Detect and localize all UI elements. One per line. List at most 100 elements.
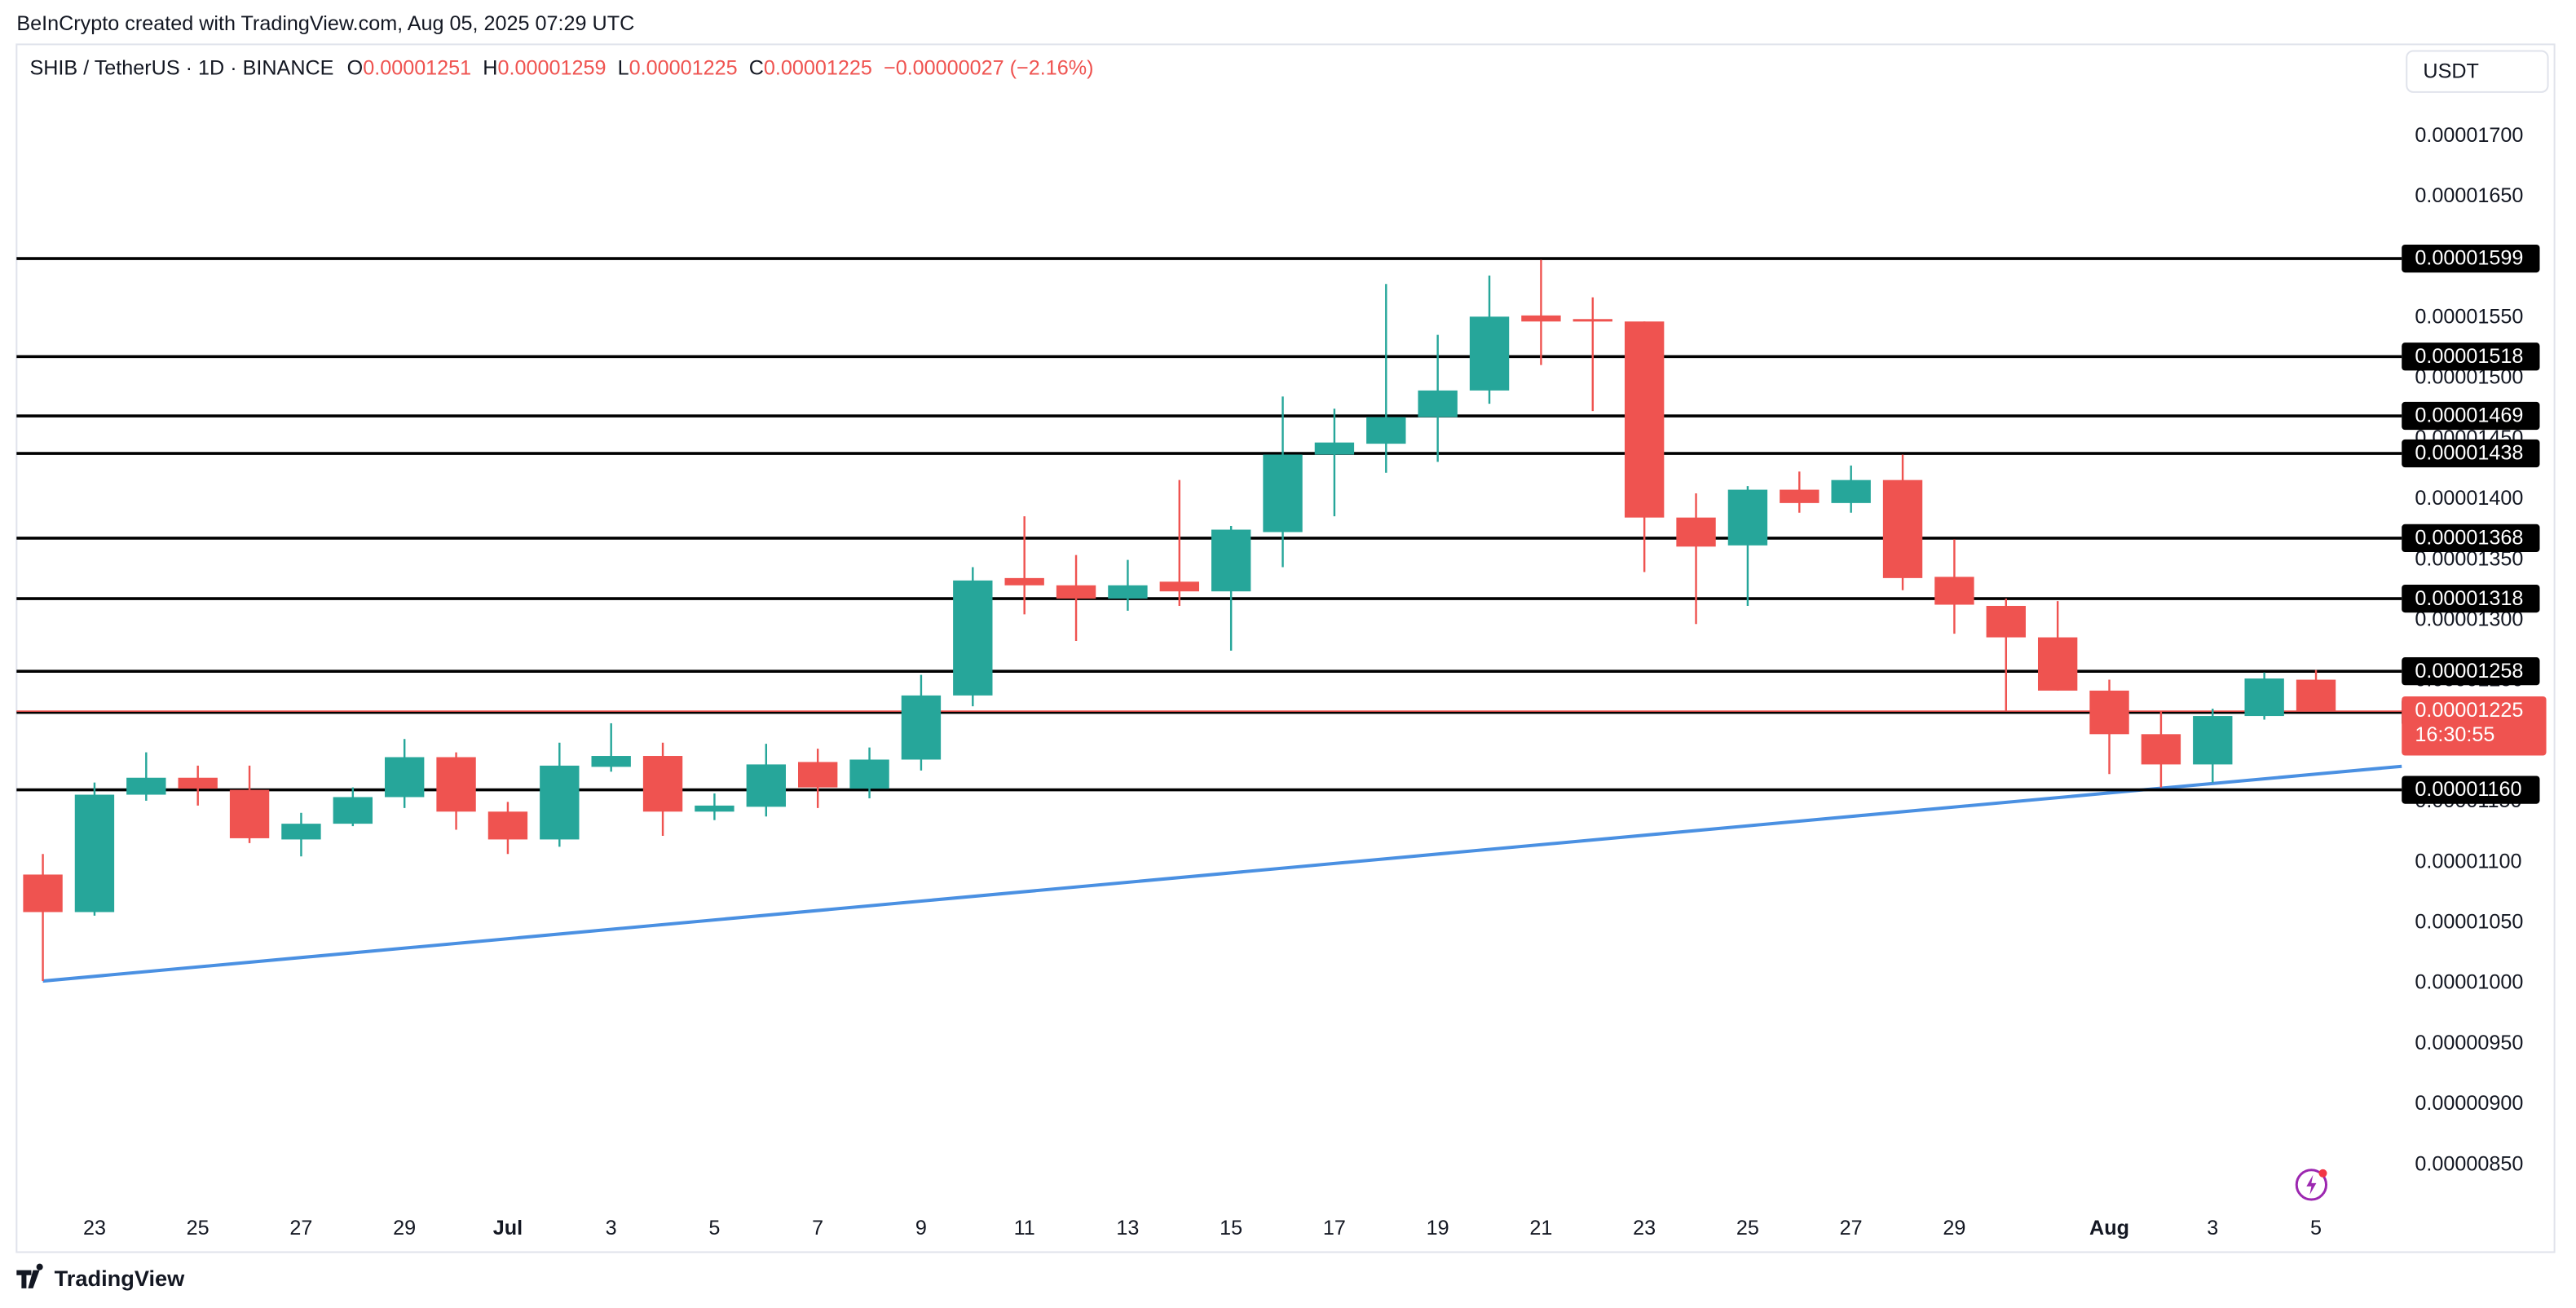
candle-body xyxy=(1934,577,1974,605)
level-label: 0.00001518 xyxy=(2415,345,2523,368)
y-tick-label: 0.00000900 xyxy=(2415,1092,2523,1115)
level-label: 0.00001438 xyxy=(2415,442,2523,465)
candle-body xyxy=(281,824,321,840)
change: −0.00000027 (−2.16%) xyxy=(884,56,1094,79)
candle-body xyxy=(1676,517,1716,547)
candle-body xyxy=(1831,479,1871,503)
candle-body xyxy=(74,794,115,913)
watermark: BeInCrypto created with TradingView.com,… xyxy=(16,12,634,35)
level-label-box xyxy=(2402,401,2540,431)
footer-brand: TradingView xyxy=(55,1266,185,1291)
currency-button[interactable] xyxy=(2406,50,2549,93)
candle-body xyxy=(695,805,734,812)
x-tick-label: 27 xyxy=(1840,1217,1863,1240)
logo-mark xyxy=(16,1263,43,1288)
candle-body xyxy=(2244,678,2284,717)
level-label: 0.00001160 xyxy=(2415,778,2521,801)
candle-body xyxy=(1624,321,1665,518)
candle-body xyxy=(178,777,218,789)
currency-label[interactable]: USDT xyxy=(2423,60,2479,82)
candle-body xyxy=(23,874,63,913)
candle-body xyxy=(487,811,528,840)
candle-body xyxy=(1418,390,1458,418)
candle-body xyxy=(591,756,631,767)
candle-body xyxy=(436,757,476,812)
level-label: 0.00001599 xyxy=(2415,247,2523,270)
x-tick-label: 5 xyxy=(708,1217,720,1240)
candle-body xyxy=(1108,585,1148,599)
chart-frame xyxy=(15,43,2556,1253)
candle-body xyxy=(1521,315,1561,322)
symbol: SHIB / TetherUS · 1D · BINANCE xyxy=(29,56,333,79)
candle-body xyxy=(2193,716,2233,765)
y-tick-label: 0.00001000 xyxy=(2415,971,2523,994)
candle-body xyxy=(1211,529,1251,592)
x-tick-label: 23 xyxy=(1633,1217,1656,1240)
candle-body xyxy=(642,756,683,812)
ohlc-key: H xyxy=(483,56,497,79)
x-tick-label: 29 xyxy=(393,1217,416,1240)
flash-bolt[interactable] xyxy=(2306,1174,2317,1195)
x-tick-label: 17 xyxy=(1323,1217,1346,1240)
candle-body xyxy=(1314,442,1355,455)
candle-body xyxy=(2296,679,2336,712)
candle-body xyxy=(2141,734,2181,765)
candle-body xyxy=(1263,454,1303,532)
candle-body xyxy=(1469,316,1510,391)
candle-body xyxy=(1366,417,1406,444)
candle-body xyxy=(540,765,580,840)
current-price-box xyxy=(2402,696,2547,756)
candle-body xyxy=(1780,489,1820,503)
ohlc-key: L xyxy=(618,56,629,79)
x-tick-label: 3 xyxy=(606,1217,617,1240)
flash-dot[interactable] xyxy=(2318,1169,2327,1178)
current-price-label: 0.00001225 xyxy=(2415,699,2523,722)
x-tick-label: 21 xyxy=(1529,1217,1552,1240)
ohlc-key: O xyxy=(347,56,364,79)
y-tick-label: 0.00001550 xyxy=(2415,305,2523,328)
candle-body xyxy=(1056,585,1096,599)
x-tick-label: 9 xyxy=(915,1217,927,1240)
level-label-box xyxy=(2402,244,2540,273)
candle-body xyxy=(333,797,373,824)
level-label-box xyxy=(2402,776,2540,804)
x-tick-label: 27 xyxy=(289,1217,312,1240)
candle-body xyxy=(849,759,889,789)
trend-line xyxy=(42,764,2402,983)
candle-body xyxy=(1573,319,1612,322)
symbol-header: SHIB / TetherUS · 1D · BINANCE O0.0000125… xyxy=(29,56,1093,79)
y-tick-label: 0.00001650 xyxy=(2415,184,2523,207)
x-tick-label: 11 xyxy=(1014,1217,1035,1240)
candle-body xyxy=(385,757,425,798)
candle-body xyxy=(1004,577,1044,586)
y-tick-label: 0.00001050 xyxy=(2415,910,2523,933)
x-tick-label: 23 xyxy=(83,1217,106,1240)
level-label: 0.00001258 xyxy=(2415,660,2523,683)
flash-circle[interactable] xyxy=(2295,1169,2328,1201)
level-label: 0.00001318 xyxy=(2415,587,2523,610)
y-tick-label: 0.00000850 xyxy=(2415,1152,2523,1175)
x-tick-label: 25 xyxy=(1736,1217,1759,1240)
x-tick-label: 13 xyxy=(1116,1217,1139,1240)
flash-icon[interactable] xyxy=(2295,1169,2328,1201)
x-tick-label: Aug xyxy=(2089,1217,2129,1240)
x-tick-label: 3 xyxy=(2207,1217,2218,1240)
x-tick-label: 29 xyxy=(1943,1217,1965,1240)
y-tick-label: 0.00001100 xyxy=(2415,850,2521,873)
y-tick-label: 0.00001400 xyxy=(2415,487,2523,510)
candle-body xyxy=(1727,489,1768,546)
level-label: 0.00001368 xyxy=(2415,527,2523,550)
ohlc-value: 0.00001225 xyxy=(629,56,738,79)
candle-body xyxy=(798,762,838,788)
x-tick-label: 7 xyxy=(812,1217,823,1240)
candle-body xyxy=(1882,479,1923,578)
candle-body xyxy=(746,764,786,807)
ohlc-value: 0.00001225 xyxy=(764,56,872,79)
level-label: 0.00001469 xyxy=(2415,404,2523,427)
candle-body xyxy=(1159,581,1199,592)
ohlc-value: 0.00001251 xyxy=(363,56,471,79)
level-label-box xyxy=(2402,584,2540,613)
ohlc-key: C xyxy=(749,56,764,79)
